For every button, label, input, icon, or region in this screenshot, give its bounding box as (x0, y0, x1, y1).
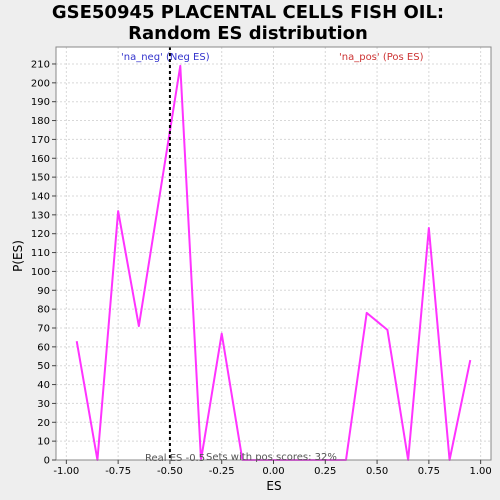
y-tick-label: 50 (37, 361, 50, 372)
chart-title-line-2: Random ES distribution (128, 23, 368, 44)
y-tick-label: 130 (31, 210, 50, 221)
y-tick-label: 210 (31, 59, 50, 70)
x-tick-label: 0.25 (314, 466, 336, 477)
sets-pos-text: Sets with pos scores: 32% (206, 452, 337, 463)
pos-es-label: 'na_pos' (Pos ES) (339, 52, 424, 63)
y-tick-label: 190 (31, 97, 50, 108)
x-tick-label: 0.00 (262, 466, 284, 477)
x-tick-label: 0.75 (418, 466, 440, 477)
x-tick-label: 1.00 (470, 466, 492, 477)
y-tick-label: 150 (31, 173, 50, 184)
y-tick-label: 170 (31, 135, 50, 146)
y-tick-label: 40 (37, 380, 50, 391)
y-tick-label: 90 (37, 286, 50, 297)
x-tick-label: 0.50 (366, 466, 388, 477)
y-tick-label: 120 (31, 229, 50, 240)
real-es-label: Real ES -0.5 (145, 453, 205, 464)
y-tick-label: 110 (31, 248, 50, 259)
x-tick-label: -1.00 (53, 466, 79, 477)
y-tick-label: 0 (44, 456, 50, 467)
grid (56, 47, 491, 461)
y-tick-label: 100 (31, 267, 50, 278)
y-tick-label: 160 (31, 154, 50, 165)
y-tick-label: 140 (31, 191, 50, 202)
y-tick-label: 80 (37, 305, 50, 316)
y-axis-label: P(ES) (11, 240, 25, 272)
y-tick-label: 200 (31, 78, 50, 89)
y-tick-label: 70 (37, 323, 50, 334)
y-tick-label: 10 (37, 437, 50, 448)
y-axis: 0 10 20 30 40 50 60 70 80 90 100 110 120 130 140 150 160… (31, 59, 56, 467)
neg-es-label: 'na_neg' (Neg ES) (121, 52, 210, 63)
y-tick-label: 60 (37, 342, 50, 353)
x-axis: -1.00 -0.75 -0.50 -0.25 0.00 0.25 0.50 0.75 1.00 (53, 460, 492, 477)
y-tick-label: 180 (31, 116, 50, 127)
y-tick-label: 20 (37, 418, 50, 429)
x-tick-label: -0.25 (209, 466, 235, 477)
y-tick-label: 30 (37, 399, 50, 410)
x-axis-label: ES (266, 479, 281, 493)
x-tick-label: -0.75 (105, 466, 131, 477)
x-tick-label: -0.50 (157, 466, 183, 477)
chart-title-line-1: GSE50945 PLACENTAL CELLS FISH OIL: (52, 2, 444, 23)
